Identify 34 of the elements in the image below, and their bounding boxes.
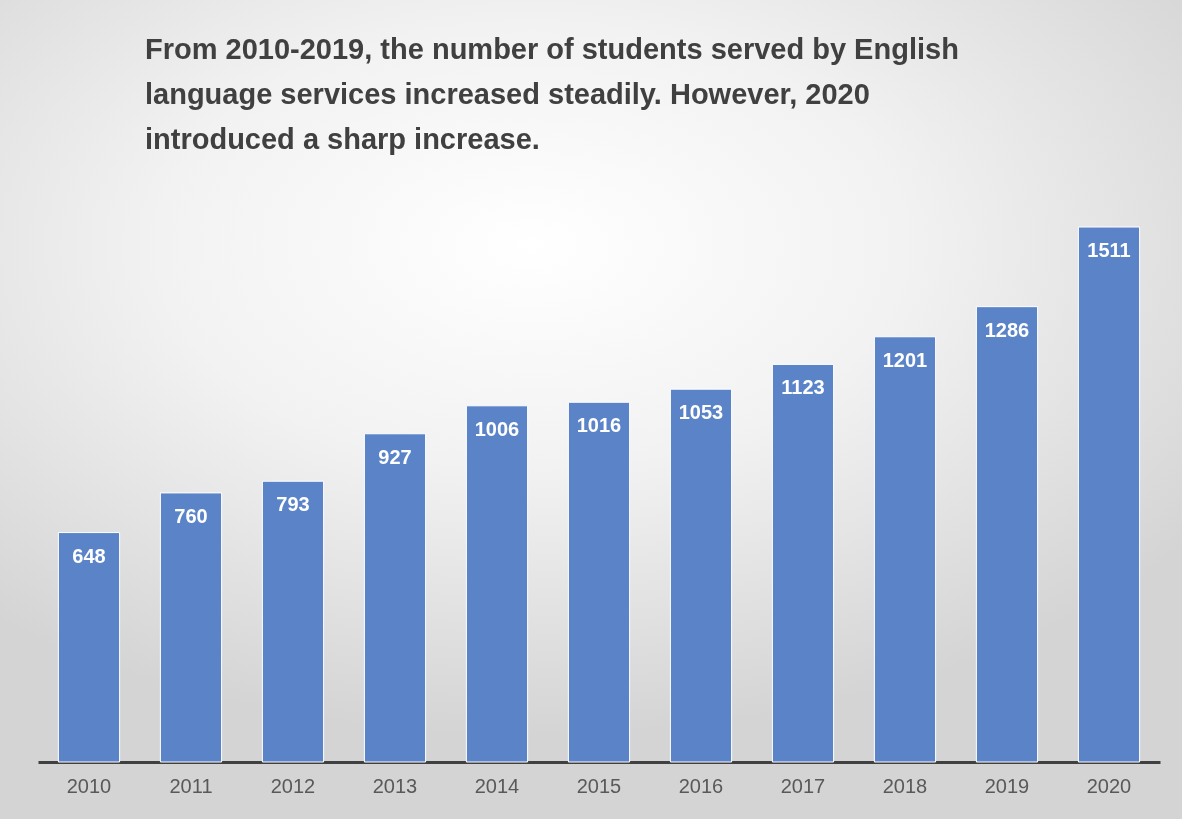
bar	[1077, 226, 1141, 763]
bar	[873, 336, 937, 763]
data-label: 1006	[474, 417, 520, 440]
data-label: 1053	[678, 401, 724, 424]
chart-title: From 2010-2019, the number of students served by English language services increased steadily. However, 2020 introduced a sharp increase.	[145, 32, 959, 155]
x-tick-label: 2013	[372, 774, 418, 797]
bar	[57, 532, 121, 763]
data-label: 1511	[1087, 239, 1131, 261]
x-tick-label: 2010	[66, 774, 112, 797]
bar	[465, 405, 529, 763]
bar	[567, 401, 631, 763]
x-tick-label: 2012	[270, 774, 316, 797]
x-tick-label: 2011	[169, 774, 213, 797]
data-label: 1286	[984, 318, 1030, 341]
bar	[159, 492, 223, 763]
data-label: 648	[72, 544, 106, 567]
data-label: 1016	[576, 414, 622, 437]
data-label: 927	[378, 445, 412, 468]
x-tick-label: 2020	[1086, 774, 1132, 797]
x-tick-label: 2016	[678, 774, 724, 797]
data-label: 760	[174, 504, 208, 527]
bar	[975, 306, 1039, 763]
bar	[669, 388, 733, 763]
bar	[771, 363, 835, 763]
data-label: 1123	[781, 376, 825, 399]
x-tick-label: 2018	[882, 774, 928, 797]
data-label: 1201	[882, 348, 928, 371]
x-tick-label: 2014	[474, 774, 520, 797]
bar	[261, 480, 325, 763]
x-tick-label: 2017	[780, 774, 826, 797]
data-label: 793	[276, 493, 310, 516]
x-tick-label: 2019	[984, 774, 1030, 797]
x-tick-label: 2015	[576, 774, 622, 797]
bar	[363, 433, 427, 763]
